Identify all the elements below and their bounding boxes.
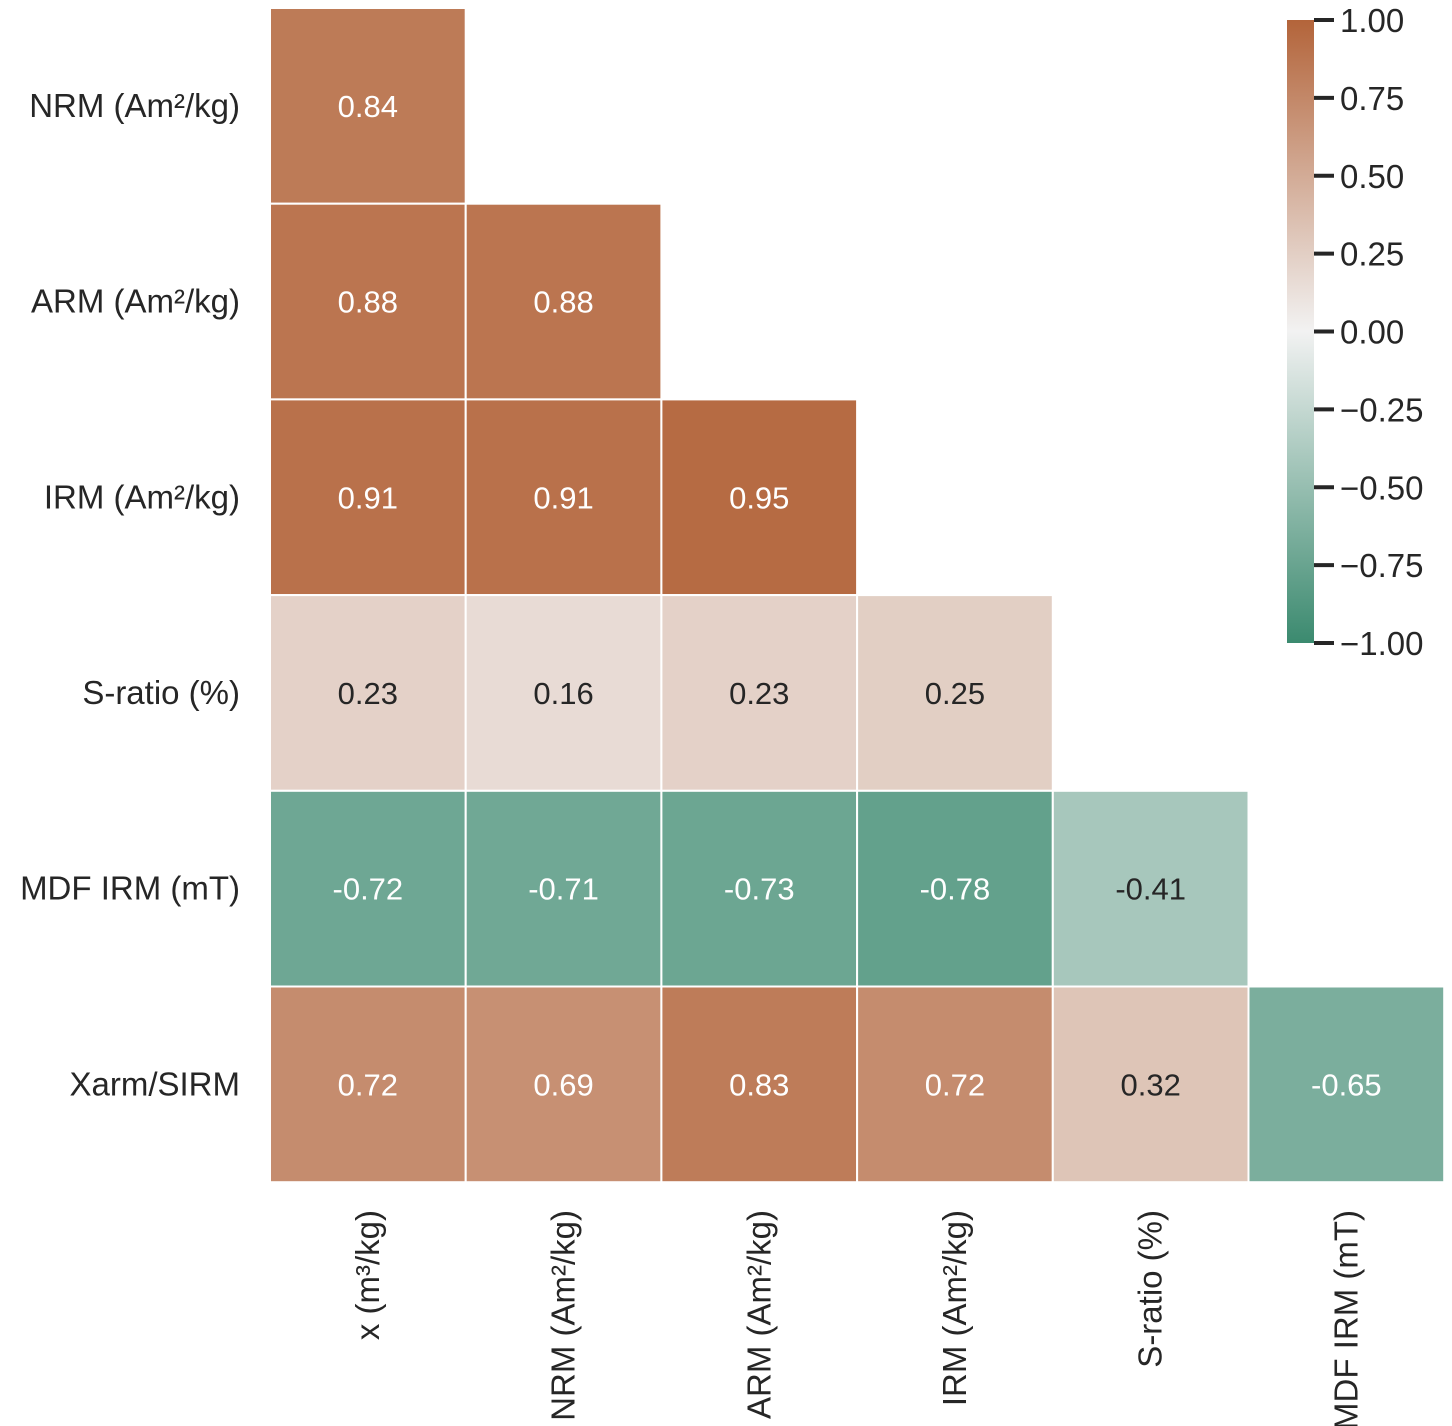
cell-value-label: 0.16 xyxy=(533,676,593,711)
cell-value-label: -0.71 xyxy=(528,872,599,907)
colorbar-tick-label: 0.00 xyxy=(1340,314,1404,351)
colorbar-tick-label: −0.25 xyxy=(1340,391,1424,428)
row-labels: NRM (Am²/kg) ARM (Am²/kg) IRM (Am²/kg) S-ra… xyxy=(20,87,240,1102)
colorbar-ticks: 1.00 0.75 0.50 0.25 0.00 −0.25 −0.50 −0.75 −1.00 xyxy=(1314,2,1424,662)
cell-value-label: 0.88 xyxy=(533,285,593,320)
column-labels: x (m³/kg) NRM (Am²/kg) ARM (Am²/kg) IRM (Am… xyxy=(349,1210,1364,1426)
cell-value-label: 0.91 xyxy=(338,480,398,515)
column-label: x (m³/kg) xyxy=(349,1210,386,1340)
heatmap-cell xyxy=(856,985,1054,1184)
heatmap-cell xyxy=(269,985,467,1184)
heatmap-cell xyxy=(1247,985,1446,1184)
row-label: Xarm/SIRM xyxy=(69,1065,240,1102)
heatmap-cell xyxy=(660,789,859,988)
cell-value-label: 0.72 xyxy=(338,1067,398,1102)
cell-value-label: 0.23 xyxy=(729,676,789,711)
cell-value-label: 0.91 xyxy=(533,480,593,515)
colorbar-tick-label: 1.00 xyxy=(1340,2,1404,39)
cell-value-label: -0.65 xyxy=(1311,1067,1382,1102)
row-label: MDF IRM (mT) xyxy=(20,870,240,907)
row-label: S-ratio (%) xyxy=(82,674,240,711)
cell-value-label: -0.73 xyxy=(724,872,795,907)
column-label: IRM (Am²/kg) xyxy=(936,1210,973,1406)
heatmap-cell xyxy=(464,789,663,988)
cell-value-label: 0.23 xyxy=(338,676,398,711)
heatmap-cell xyxy=(269,7,467,205)
cell-value-label: -0.72 xyxy=(333,872,404,907)
colorbar-tick-label: −1.00 xyxy=(1340,625,1424,662)
heatmap-cell xyxy=(660,985,859,1184)
heatmap-cell xyxy=(464,202,663,401)
column-label: S-ratio (%) xyxy=(1132,1210,1169,1368)
colorbar-tick-label: 0.75 xyxy=(1340,80,1404,117)
heatmap-cell xyxy=(1051,789,1250,988)
heatmap-cell xyxy=(856,594,1054,792)
row-label: IRM (Am²/kg) xyxy=(44,478,240,515)
colorbar-gradient xyxy=(1287,20,1314,643)
colorbar-tick-label: 0.25 xyxy=(1340,236,1404,273)
column-label: MDF IRM (mT) xyxy=(1327,1210,1364,1426)
heatmap-cell xyxy=(660,398,859,597)
column-label: ARM (Am²/kg) xyxy=(740,1210,777,1419)
heatmap-cell xyxy=(269,398,467,597)
cell-value-label: -0.41 xyxy=(1115,872,1186,907)
heatmap-cells: 0.84 0.88 0.88 0.91 0.91 0.95 0.23 0.16 0.23 0.25… xyxy=(269,7,1446,1184)
cell-value-label: 0.88 xyxy=(338,285,398,320)
heatmap-cell xyxy=(464,594,663,792)
cell-value-label: 0.83 xyxy=(729,1067,789,1102)
colorbar-tick-label: 0.50 xyxy=(1340,158,1404,195)
cell-value-label: 0.72 xyxy=(925,1067,985,1102)
cell-value-label: 0.95 xyxy=(729,480,789,515)
column-label: NRM (Am²/kg) xyxy=(545,1210,582,1421)
cell-value-label: 0.25 xyxy=(925,676,985,711)
row-label: ARM (Am²/kg) xyxy=(31,283,240,320)
heatmap-cell xyxy=(856,789,1054,988)
colorbar-tick-label: −0.50 xyxy=(1340,469,1424,506)
heatmap-cell xyxy=(464,398,663,597)
heatmap-cell xyxy=(269,202,467,401)
cell-value-label: -0.78 xyxy=(920,872,991,907)
cell-value-label: 0.69 xyxy=(533,1067,593,1102)
heatmap-cell xyxy=(1051,985,1250,1184)
colorbar: 1.00 0.75 0.50 0.25 0.00 −0.25 −0.50 −0.75 −1.00 xyxy=(1287,2,1424,662)
cell-value-label: 0.32 xyxy=(1120,1067,1180,1102)
heatmap-cell xyxy=(464,985,663,1184)
row-label: NRM (Am²/kg) xyxy=(29,87,240,124)
cell-value-label: 0.84 xyxy=(338,89,398,124)
colorbar-tick-label: −0.75 xyxy=(1340,547,1424,584)
